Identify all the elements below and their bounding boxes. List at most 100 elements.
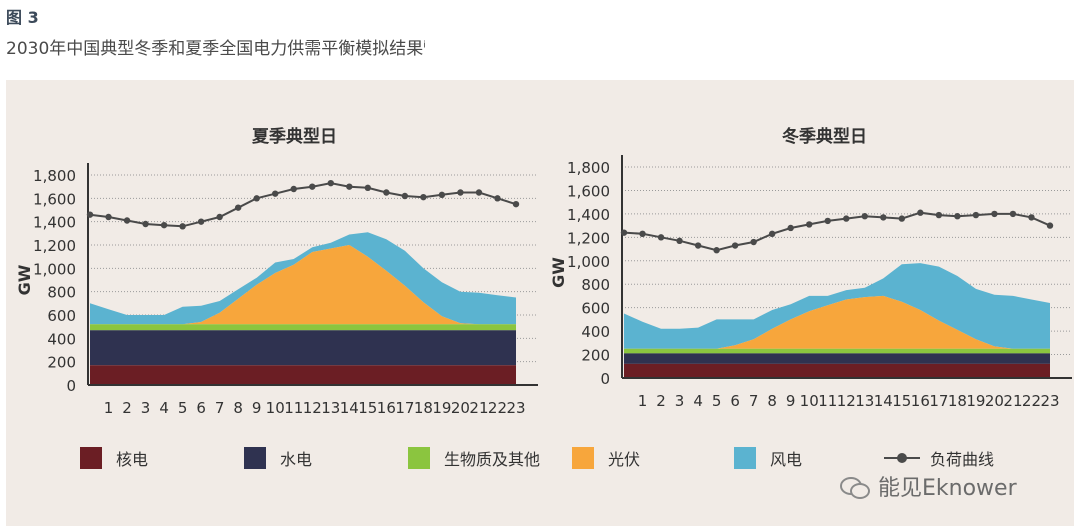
load-point: [272, 190, 279, 197]
legend-item-solar: 光伏: [572, 446, 640, 470]
x-tick-label: 1: [638, 392, 648, 410]
load-point: [954, 213, 961, 220]
x-tick-label: 21: [1003, 392, 1022, 410]
load-point: [420, 193, 427, 201]
load-point: [824, 217, 831, 225]
load-point: [512, 200, 520, 208]
y-tick-label: 1,600: [567, 182, 610, 200]
x-tick-label: 4: [693, 392, 703, 410]
x-tick-label: 21: [469, 399, 488, 417]
load-point: [160, 221, 168, 229]
load-point: [327, 179, 334, 187]
legend-swatch-hydro: [244, 447, 266, 469]
y-tick-label: 200: [47, 354, 76, 372]
x-tick-label: 16: [377, 399, 396, 417]
x-tick-label: 12: [837, 392, 856, 410]
x-tick-label: 13: [321, 399, 340, 417]
area-solar: [90, 245, 516, 325]
load-point: [234, 204, 242, 211]
load-point: [86, 211, 94, 218]
load-point: [880, 214, 887, 221]
x-tick-label: 2: [656, 392, 666, 410]
x-tick-label: 8: [767, 392, 777, 410]
load-point: [216, 213, 223, 221]
load-point: [861, 213, 868, 220]
load-point: [694, 242, 702, 249]
load-point: [657, 234, 665, 241]
legend: 核电 水电 生物质及其他 光伏 风电 负荷曲线: [6, 442, 1080, 472]
load-point: [787, 224, 794, 232]
x-tick-label: 10: [266, 399, 285, 417]
load-point: [309, 183, 316, 190]
y-tick-label: 0: [600, 370, 610, 388]
legend-label-wind: 风电: [770, 450, 803, 469]
chart-panel: 夏季典型日 冬季典型日 0 200 400 600 800 1,000 1,200 1,400…: [6, 80, 1074, 526]
load-point: [364, 184, 372, 192]
area-solar: [624, 295, 1050, 349]
x-tick-label: 20: [985, 392, 1004, 410]
legend-label-nuclear: 核电: [116, 450, 149, 469]
x-tick-label: 17: [929, 392, 948, 410]
x-tick-label: 11: [818, 392, 837, 410]
area-hydro: [90, 330, 516, 366]
area-nuclear: [624, 363, 1050, 378]
figure-title-footnote: i: [423, 40, 426, 51]
x-tick-label: 15: [358, 399, 377, 417]
area-hydro: [624, 353, 1050, 364]
x-tick-label: 7: [215, 399, 225, 417]
y-tick-label: 1,400: [567, 206, 610, 224]
x-tick-label: 18: [414, 399, 433, 417]
legend-swatch-nuclear: [80, 447, 102, 469]
y-tick-label: 800: [581, 276, 610, 294]
wechat-icon: [840, 475, 870, 499]
legend-swatch-load: [884, 448, 920, 468]
x-tick-label: 15: [892, 392, 911, 410]
load-point: [972, 211, 980, 219]
legend-item-bio: 生物质及其他: [408, 446, 540, 470]
x-tick-label: 19: [432, 399, 451, 417]
load-point: [253, 195, 260, 202]
x-tick-label: 1: [104, 399, 114, 417]
y-tick-label: 400: [47, 330, 76, 348]
y-tick-label: 1,200: [567, 229, 610, 247]
load-point: [290, 185, 297, 193]
load-point: [197, 218, 205, 225]
legend-item-hydro: 水电: [244, 446, 312, 470]
legend-label-load: 负荷曲线: [930, 450, 995, 469]
y-tick-label: 400: [581, 323, 610, 341]
x-tick-label: 22: [1022, 392, 1041, 410]
load-point: [935, 211, 943, 219]
x-tick-label: 5: [178, 399, 188, 417]
x-tick-label: 6: [196, 399, 206, 417]
load-point: [806, 221, 813, 228]
summer-chart-title: 夏季典型日: [252, 127, 337, 147]
load-point: [457, 189, 464, 196]
winter-chart-title: 冬季典型日: [782, 127, 867, 147]
load-line: [623, 211, 1051, 252]
load-point: [346, 183, 353, 190]
x-tick-label: 5: [712, 392, 722, 410]
load-point: [494, 195, 501, 202]
x-tick-label: 16: [911, 392, 930, 410]
x-tick-label: 20: [451, 399, 470, 417]
load-point: [731, 242, 739, 249]
x-tick-label: 6: [730, 392, 740, 410]
x-tick-label: 7: [749, 392, 759, 410]
load-point: [1009, 210, 1017, 218]
y-tick-label: 1,200: [33, 237, 76, 255]
load-point: [768, 230, 776, 238]
x-tick-label: 2: [122, 399, 132, 417]
x-tick-label: 17: [395, 399, 414, 417]
load-point: [991, 210, 998, 218]
area-bio: [624, 348, 1050, 354]
y-tick-label: 200: [581, 347, 610, 365]
load-point: [383, 189, 390, 196]
x-tick-label: 12: [303, 399, 322, 417]
x-tick-label: 8: [233, 399, 243, 417]
load-point: [179, 223, 186, 230]
x-tick-label: 10: [800, 392, 819, 410]
load-point: [917, 209, 924, 216]
watermark-text: 能见Eknower: [878, 476, 1017, 501]
load-point: [142, 220, 149, 228]
